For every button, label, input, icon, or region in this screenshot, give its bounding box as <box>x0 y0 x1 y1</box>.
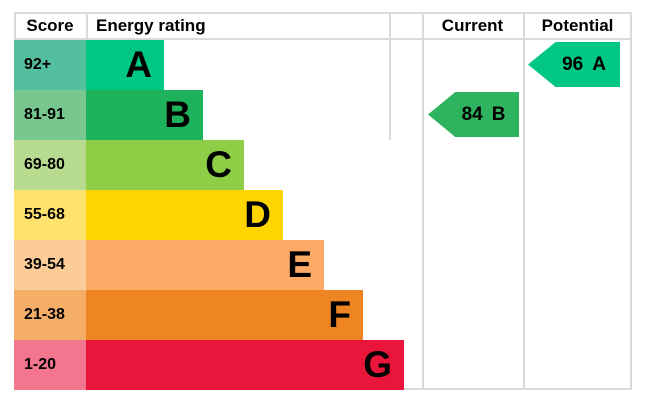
band-score-range: 92+ <box>14 40 86 90</box>
header-energy-rating: Energy rating <box>96 16 206 35</box>
band-bar-g: G <box>86 340 404 390</box>
potential-score-value: 96 <box>562 53 584 75</box>
band-score-range: 1-20 <box>14 340 86 390</box>
band-bar-c: C <box>86 140 244 190</box>
band-score-range: 21-38 <box>14 290 86 340</box>
band-letter: B <box>164 94 191 135</box>
band-row-g: 1-20 G <box>0 340 651 390</box>
band-letter: G <box>363 344 392 385</box>
band-row-c: 69-80 C <box>0 140 651 190</box>
divider-current-potential <box>523 12 525 390</box>
header-potential: Potential <box>541 16 614 35</box>
band-letter: A <box>125 44 152 85</box>
band-row-a: 92+ A <box>0 40 651 90</box>
header-underline <box>14 38 632 40</box>
current-score-value: 84 <box>461 103 483 125</box>
current-rating-letter: B <box>491 103 506 125</box>
band-score-range: 69-80 <box>14 140 86 190</box>
band-letter: D <box>244 194 271 235</box>
band-score-range: 81-91 <box>14 90 86 140</box>
band-letter: F <box>328 294 351 335</box>
band-bar-a: A <box>86 40 164 90</box>
header-score: Score <box>26 16 74 35</box>
table-border-right <box>630 12 632 390</box>
band-row-b: 81-91 B <box>0 90 651 140</box>
band-bar-e: E <box>86 240 324 290</box>
band-row-e: 39-54 E <box>0 240 651 290</box>
header-current: Current <box>441 16 504 35</box>
band-row-d: 55-68 D <box>0 190 651 240</box>
band-letter: E <box>287 244 312 285</box>
band-bar-b: B <box>86 90 203 140</box>
divider-score-rating <box>86 12 88 40</box>
band-letter: C <box>205 144 232 185</box>
potential-rating-letter: A <box>592 53 606 75</box>
band-score-range: 39-54 <box>14 240 86 290</box>
band-score-range: 55-68 <box>14 190 86 240</box>
band-bar-d: D <box>86 190 283 240</box>
band-row-f: 21-38 F <box>0 290 651 340</box>
table-border-top <box>14 12 632 14</box>
divider-rating-right <box>389 12 391 140</box>
divider-current-left <box>422 12 424 390</box>
band-bar-f: F <box>86 290 363 340</box>
